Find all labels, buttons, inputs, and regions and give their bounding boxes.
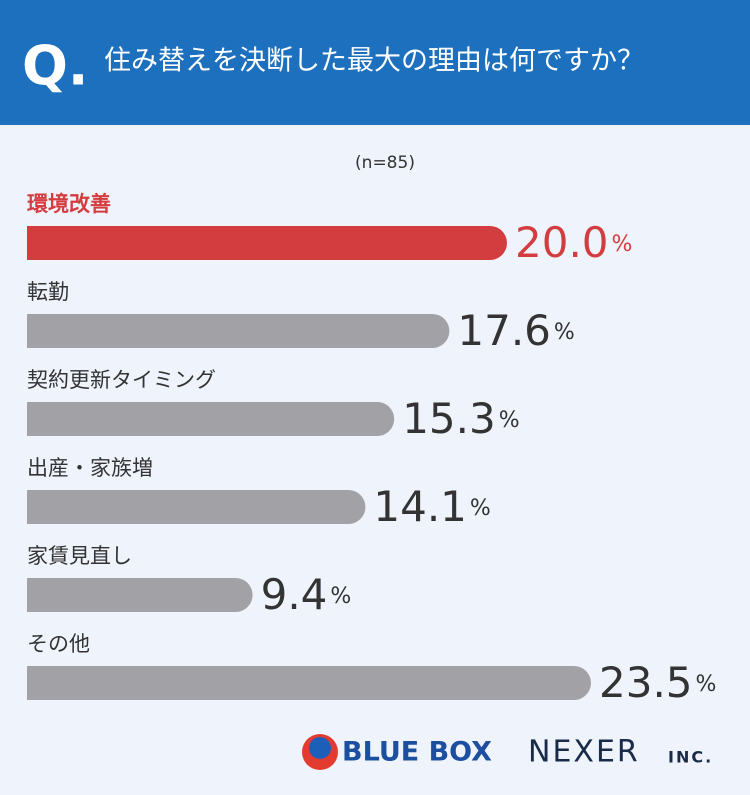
logo-icon xyxy=(309,737,331,759)
bar xyxy=(27,578,253,612)
bar xyxy=(27,226,507,260)
category-label: 契約更新タイミング xyxy=(27,368,216,392)
value-label: 17.6% xyxy=(457,306,574,355)
value-label: 14.1% xyxy=(373,482,490,531)
bar xyxy=(27,314,450,348)
value-label: 20.0% xyxy=(515,218,632,267)
logo-bluebox: BLUE BOX xyxy=(342,737,492,768)
logo-nexer: NEXER xyxy=(528,735,640,770)
logo-nexer-suffix: INC. xyxy=(668,748,713,767)
category-label: 家賃見直し xyxy=(27,544,132,568)
question-label: Q. xyxy=(22,35,88,98)
bar xyxy=(27,666,591,700)
category-label: その他 xyxy=(27,632,90,656)
category-label: 出産・家族増 xyxy=(27,456,153,480)
category-label: 環境改善 xyxy=(27,192,111,216)
chart-title: 住み替えを決断した最大の理由は何ですか？ xyxy=(104,46,644,77)
chart-subtitle: (n=85) xyxy=(355,153,415,173)
bar xyxy=(27,490,366,524)
bar xyxy=(27,402,395,436)
value-label: 15.3% xyxy=(402,394,519,443)
category-label: 転勤 xyxy=(27,280,69,304)
value-label: 9.4% xyxy=(261,570,352,619)
header-band xyxy=(0,0,750,125)
value-label: 23.5% xyxy=(599,658,716,707)
